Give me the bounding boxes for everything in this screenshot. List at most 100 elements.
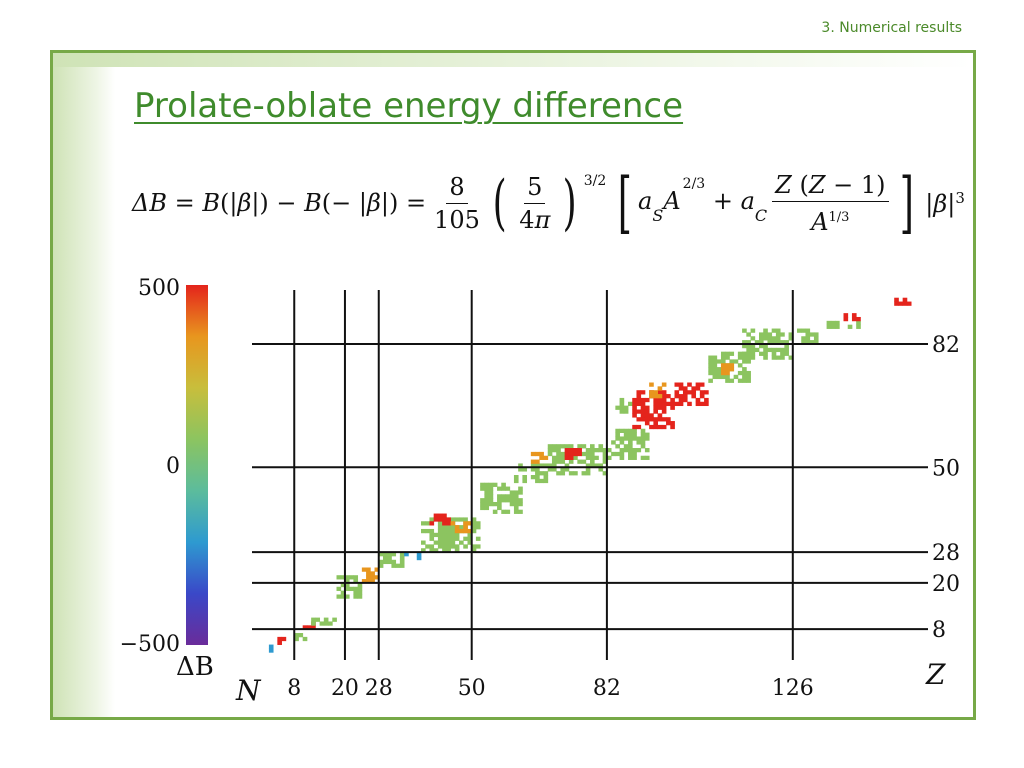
nucleus-cell (628, 455, 633, 460)
nucleus-cell (488, 501, 494, 507)
nucleus-cell (780, 347, 785, 353)
nucleus-cell (437, 513, 443, 518)
nucleus-cell (543, 471, 549, 476)
nucleus-cell (636, 436, 642, 441)
nucleus-cell (750, 355, 756, 360)
nucleus-cell (619, 409, 625, 414)
nucleus-cell (746, 343, 751, 349)
nucleus-cell (813, 340, 819, 345)
nucleus-cell (577, 451, 582, 457)
nucleus-cell (712, 355, 718, 360)
nucleus-cell (446, 517, 451, 522)
nucleus-cell (311, 621, 316, 626)
nucleus-cell (590, 451, 595, 457)
x-tick-label: 82 (593, 676, 621, 701)
nucleus-cell (463, 528, 468, 534)
nucleus-cell (771, 340, 777, 345)
colorbar-tick-label: −500 (120, 632, 180, 657)
nucleus-cell (628, 401, 633, 407)
nucleus-cell (797, 328, 802, 333)
nucleus-cell (742, 328, 747, 333)
nucleus-cell (551, 459, 557, 464)
nucleus-cell (488, 498, 494, 503)
nucleus-cell (374, 567, 380, 572)
nucleus-cell (628, 432, 633, 437)
nucleus-cell (547, 467, 553, 472)
nucleus-cell (513, 490, 519, 495)
nucleus-cell (653, 409, 658, 414)
nucleus-cell (742, 367, 747, 372)
nucleus-cell (454, 536, 460, 541)
colorbar-tick-label: 500 (138, 276, 180, 301)
nucleus-cell (653, 394, 658, 399)
nucleus-cell (640, 405, 646, 410)
nucleus-cell (763, 336, 768, 341)
formula-inner-numerator: 5 (524, 173, 546, 204)
nucleus-cell (568, 448, 574, 453)
nucleus-cell (712, 367, 718, 372)
nucleus-cell (720, 367, 726, 372)
nucleus-cell (442, 517, 447, 522)
nucleus-cell (708, 370, 713, 376)
nucleus-cell (382, 552, 388, 557)
nucleus-cell (336, 586, 342, 592)
formula-lhs: ΔB = B(|β|) − B(− |β|) = (132, 189, 427, 217)
nucleus-cell (780, 340, 785, 345)
nucleus-cell (856, 316, 861, 322)
nucleus-cell (454, 517, 460, 522)
nucleus-cell (678, 386, 684, 391)
nucleus-cell (894, 301, 899, 306)
nucleus-cell (421, 548, 426, 553)
nucleus-cell (560, 451, 566, 457)
nucleus-cell (459, 525, 464, 530)
nucleus-cell (294, 633, 299, 638)
nucleus-cell (699, 401, 705, 407)
nucleus-cell (733, 359, 739, 364)
nucleus-cell (590, 459, 595, 464)
nucleus-cell (357, 590, 363, 595)
nucleus-cell (640, 428, 646, 433)
nucleus-cell (615, 405, 620, 410)
nucleus-cell (543, 463, 549, 468)
nucleus-cell (640, 436, 646, 441)
nucleus-cell (746, 359, 751, 364)
nucleus-cell (725, 378, 730, 383)
nucleus-cell (488, 490, 494, 495)
nucleus-cell (725, 363, 730, 368)
nucleus-cell (775, 347, 781, 353)
nucleus-cell (513, 478, 519, 484)
nucleus-cell (780, 332, 785, 337)
nucleus-cell (488, 482, 494, 487)
nucleus-cell (674, 382, 680, 387)
nucleus-cell (704, 401, 709, 407)
nucleus-cell (742, 359, 747, 364)
nucleus-cell (573, 451, 578, 457)
nucleus-cell (750, 336, 756, 341)
x-tick-label: 20 (331, 676, 359, 701)
nucleus-cell (442, 536, 447, 541)
nucleus-cell (404, 552, 409, 557)
nucleus-cell (539, 471, 544, 476)
nucleus-cell (535, 463, 540, 468)
nucleus-cell (644, 448, 650, 453)
nucleus-cell (399, 552, 405, 557)
nucleus-cell (581, 444, 587, 449)
nucleus-cell (695, 382, 701, 387)
nucleus-cell (437, 521, 443, 526)
nucleus-cell (577, 444, 582, 449)
nucleus-cell (653, 397, 658, 403)
nucleus-cell (788, 355, 794, 360)
nucleus-cell (657, 386, 663, 391)
nucleus-cell (463, 517, 468, 522)
nucleus-cell (446, 532, 451, 538)
nucleus-cell (720, 374, 726, 380)
nucleus-cell (513, 501, 519, 507)
nucleus-cell (374, 575, 380, 580)
nucleus-cell (670, 421, 675, 426)
nucleus-cell (708, 363, 713, 368)
nucleus-cell (564, 467, 570, 472)
nucleus-cell (611, 440, 616, 445)
nucleus-cell (640, 409, 646, 414)
nucleus-cell (442, 525, 447, 530)
nucleus-cell (535, 478, 540, 484)
